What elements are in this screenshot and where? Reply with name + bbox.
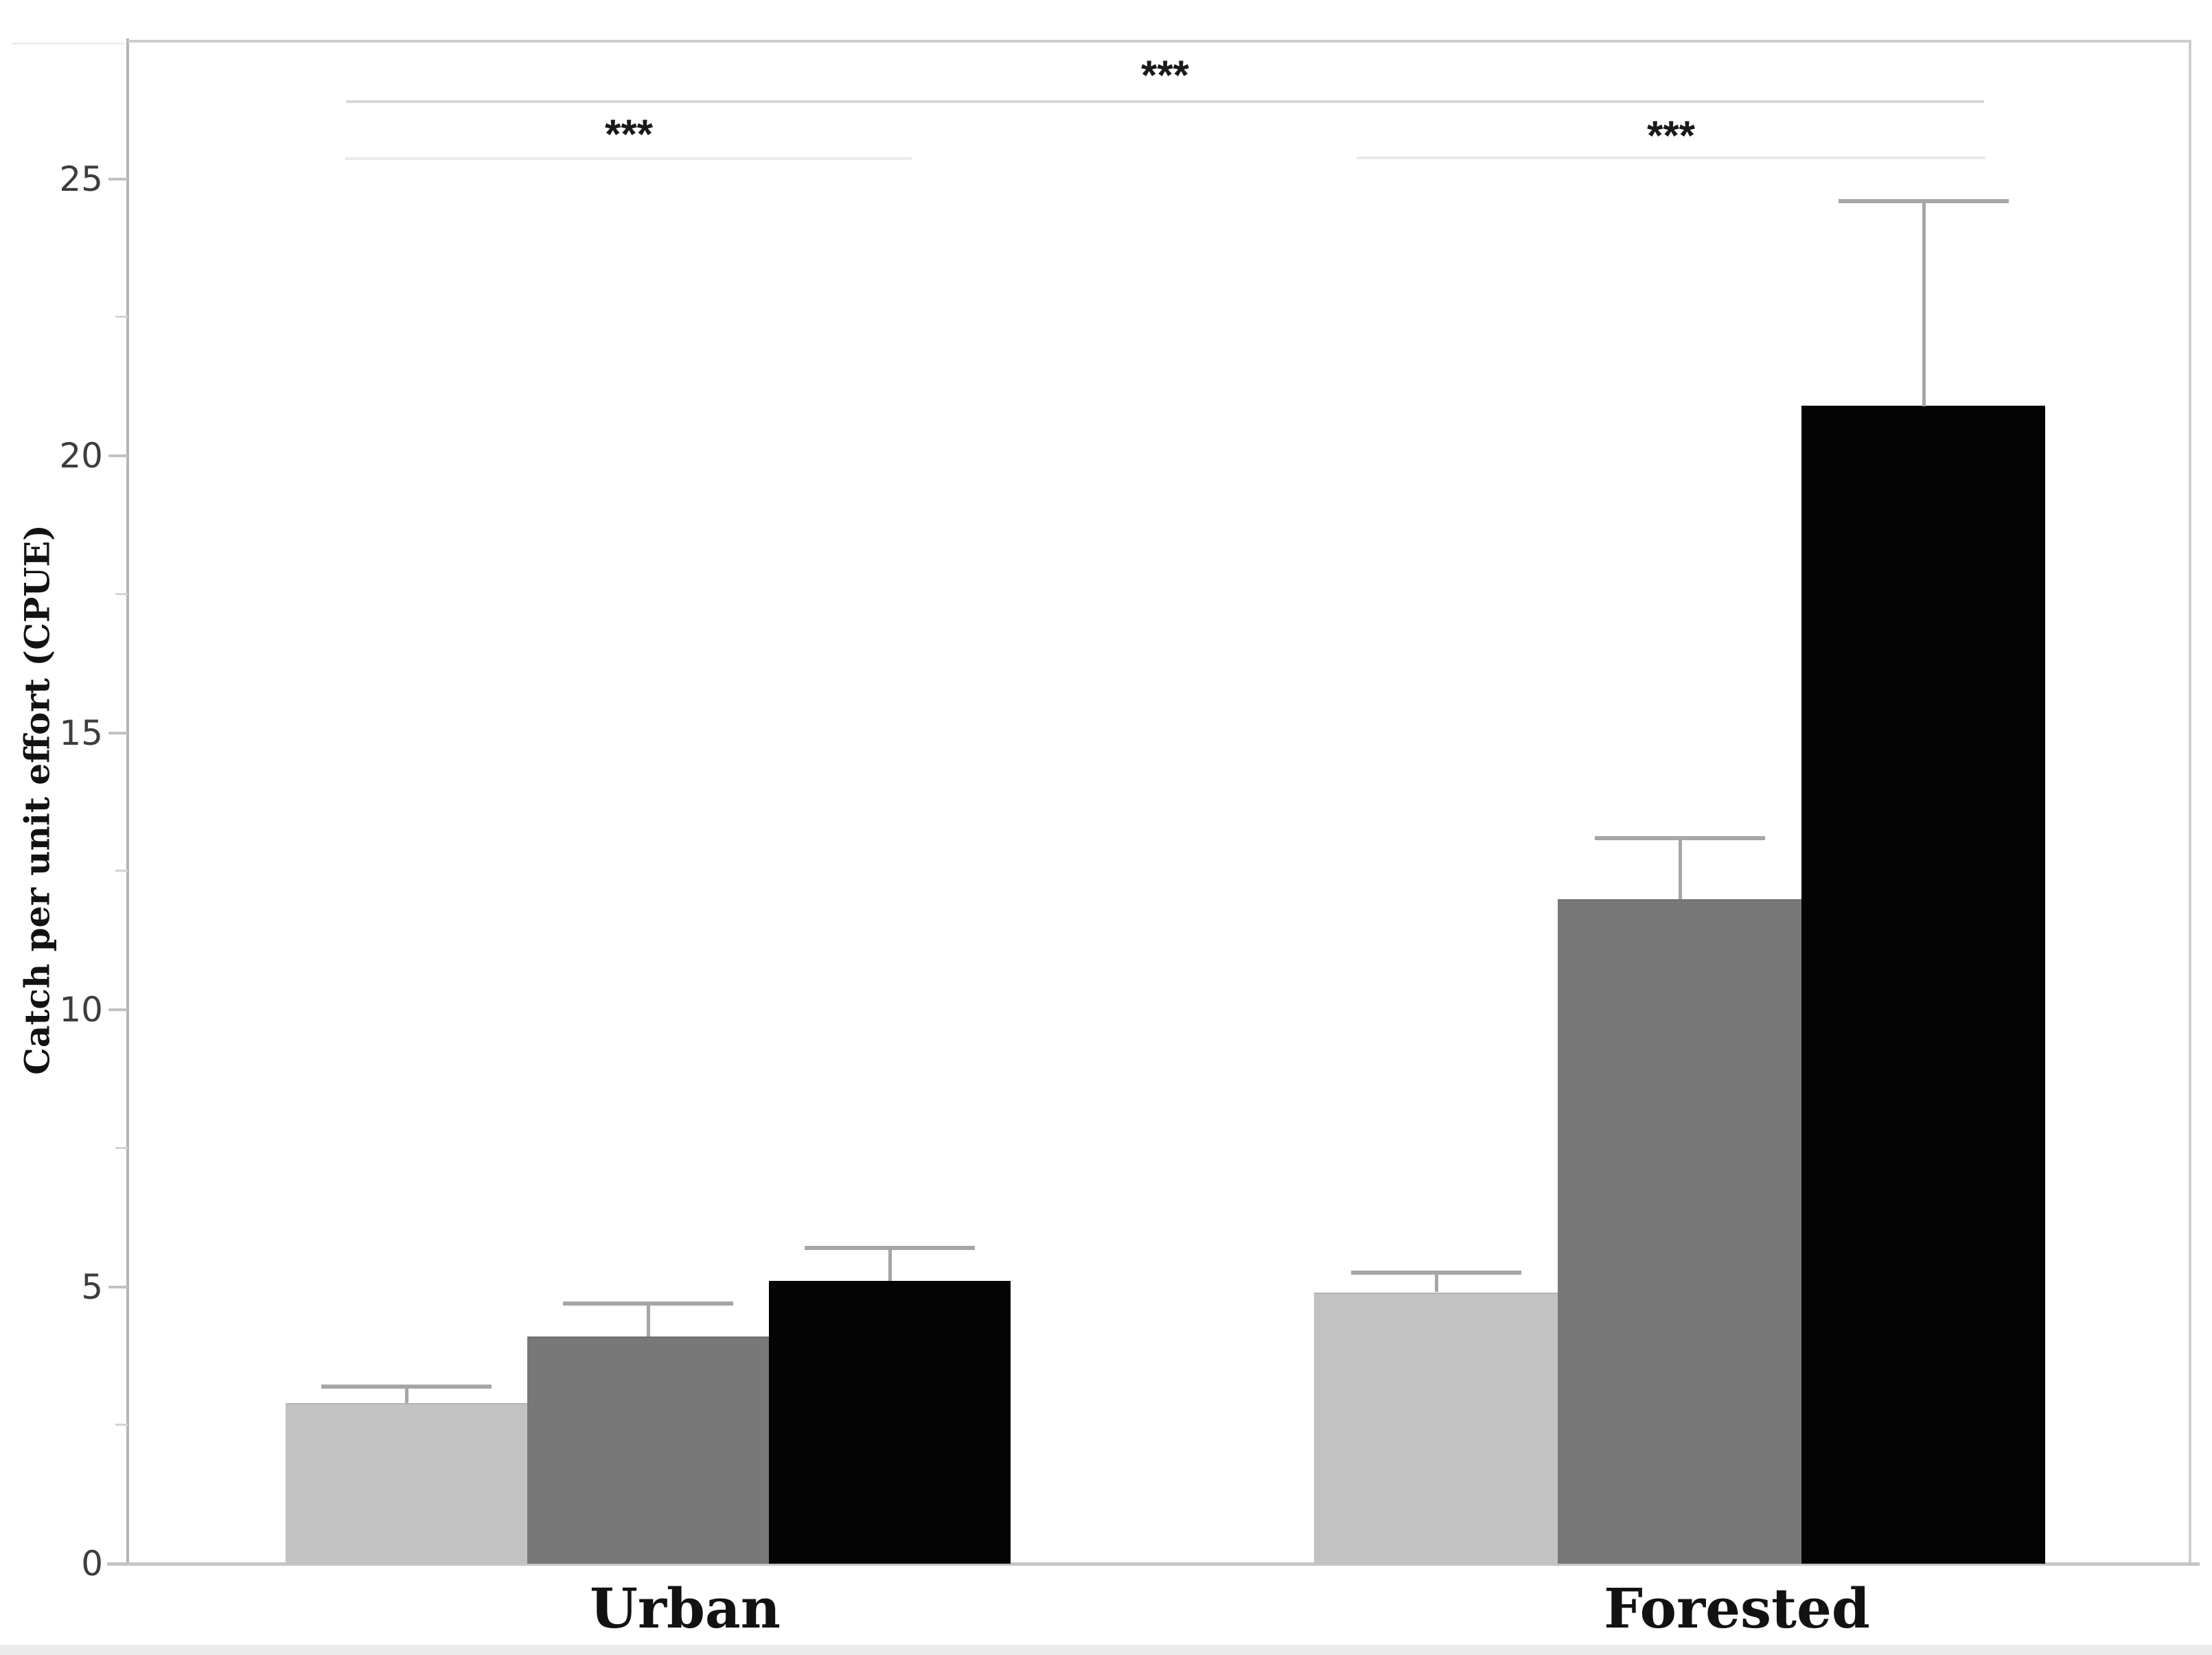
y-tick-5 bbox=[108, 1286, 128, 1288]
y-tick-0 bbox=[108, 1562, 128, 1565]
top-left-edge-artifact bbox=[12, 43, 125, 45]
y-tick-label-20: 20 bbox=[59, 436, 103, 476]
y-tick-10 bbox=[108, 1008, 128, 1011]
y-tick-label-25: 25 bbox=[59, 159, 103, 199]
x-category-label-urban: Urban bbox=[590, 1576, 781, 1641]
error-bar-stem-forested-medium-gray bbox=[1679, 838, 1682, 899]
error-bar-cap-forested-light-gray bbox=[1351, 1271, 1521, 1275]
error-bar-cap-urban-light-gray bbox=[321, 1385, 492, 1389]
x-category-label-forested: Forested bbox=[1604, 1576, 1870, 1641]
error-bar-stem-forested-light-gray bbox=[1435, 1273, 1438, 1292]
significance-line-1 bbox=[345, 157, 912, 160]
y-tick-25 bbox=[108, 178, 128, 181]
error-bar-stem-forested-black bbox=[1922, 201, 1926, 406]
y-tick-label-10: 10 bbox=[59, 990, 103, 1030]
y-tick-20 bbox=[108, 454, 128, 457]
error-bar-stem-urban-black bbox=[888, 1248, 892, 1281]
significance-line-0 bbox=[346, 100, 1984, 103]
bar-urban-light-gray bbox=[286, 1403, 527, 1564]
bar-forested-medium-gray bbox=[1558, 899, 1801, 1564]
error-bar-cap-forested-black bbox=[1839, 199, 2009, 203]
y-axis-line bbox=[126, 38, 129, 1565]
plot-right-border bbox=[2189, 40, 2191, 1566]
bar-urban-medium-gray bbox=[527, 1336, 769, 1564]
y-tick-label-15: 15 bbox=[59, 713, 103, 753]
significance-line-2 bbox=[1357, 157, 1985, 159]
significance-stars-0: *** bbox=[1140, 52, 1190, 98]
y-minor-tick-2.5 bbox=[115, 1424, 128, 1426]
y-minor-tick-17.5 bbox=[115, 593, 128, 595]
y-minor-tick-7.5 bbox=[115, 1147, 128, 1149]
bar-forested-light-gray bbox=[1314, 1293, 1558, 1564]
plot-top-border bbox=[128, 40, 2190, 43]
error-bar-stem-urban-light-gray bbox=[405, 1387, 408, 1403]
bar-urban-black bbox=[769, 1281, 1011, 1564]
error-bar-cap-urban-medium-gray bbox=[563, 1301, 733, 1306]
bar-forested-black bbox=[1801, 406, 2045, 1564]
error-bar-cap-urban-black bbox=[805, 1246, 975, 1250]
error-bar-stem-urban-medium-gray bbox=[647, 1304, 650, 1336]
y-minor-tick-12.5 bbox=[115, 870, 128, 872]
y-tick-label-5: 5 bbox=[81, 1267, 103, 1307]
y-minor-tick-22.5 bbox=[115, 316, 128, 318]
error-bar-cap-forested-medium-gray bbox=[1595, 836, 1765, 840]
bottom-edge-artifact bbox=[0, 1645, 2212, 1655]
significance-stars-1: *** bbox=[604, 111, 654, 157]
y-tick-label-0: 0 bbox=[81, 1544, 103, 1584]
y-tick-15 bbox=[108, 732, 128, 734]
x-axis-line bbox=[107, 1562, 2200, 1566]
significance-stars-2: *** bbox=[1646, 113, 1696, 159]
